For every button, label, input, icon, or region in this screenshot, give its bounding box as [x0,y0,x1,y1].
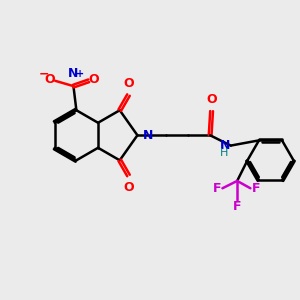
Text: O: O [45,73,55,86]
Text: O: O [123,77,134,90]
Text: O: O [89,73,99,86]
Text: N: N [143,129,153,142]
Text: F: F [233,200,242,213]
Text: −: − [39,68,49,81]
Text: F: F [251,182,260,195]
Text: N: N [68,67,79,80]
Text: O: O [206,93,217,106]
Text: +: + [76,69,84,79]
Text: F: F [213,182,221,195]
Text: O: O [123,181,134,194]
Text: H: H [220,148,229,158]
Text: N: N [220,139,231,152]
